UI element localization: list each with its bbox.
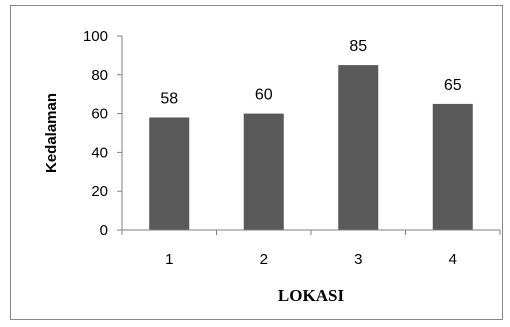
bar	[338, 65, 379, 230]
x-tick-labels: 1 2 3 4	[165, 251, 457, 268]
y-tick-label: 80	[91, 67, 108, 84]
data-label: 65	[444, 77, 462, 94]
y-tick-label: 40	[91, 144, 108, 161]
data-label: 85	[349, 38, 367, 55]
x-axis-tick-marks	[121, 230, 501, 235]
data-label: 60	[255, 87, 273, 104]
bars	[149, 65, 473, 230]
y-tick-labels: 0 20 40 60 80 100	[83, 28, 108, 239]
y-tick-label: 0	[100, 222, 108, 239]
x-tick-label: 4	[449, 251, 457, 268]
y-tick-label: 100	[83, 28, 108, 45]
y-axis-tick-marks	[117, 35, 122, 231]
data-label: 58	[160, 90, 178, 107]
bar	[149, 117, 190, 230]
bar	[243, 113, 284, 230]
x-axis-title: LOKASI	[278, 286, 345, 305]
x-tick-label: 3	[354, 251, 362, 268]
x-tick-label: 1	[165, 251, 173, 268]
y-tick-label: 20	[91, 183, 108, 200]
bar	[432, 103, 473, 230]
x-tick-label: 2	[260, 251, 268, 268]
y-tick-label: 60	[91, 106, 108, 123]
data-labels: 58 60 85 65	[160, 38, 461, 107]
y-axis-title: Kedalaman	[43, 93, 60, 173]
